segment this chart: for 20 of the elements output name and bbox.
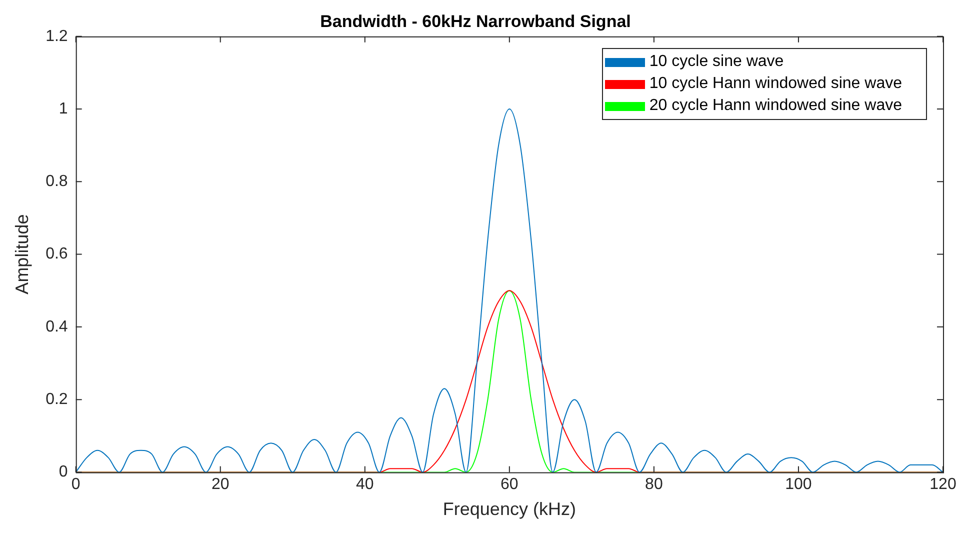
legend-label: 10 cycle sine wave <box>649 53 784 71</box>
y-tick-label: 0.2 <box>46 390 68 408</box>
chart-title: Bandwidth - 60kHz Narrowband Signal <box>320 12 631 31</box>
y-axis-title: Amplitude <box>12 214 32 294</box>
legend-label: 10 cycle Hann windowed sine wave <box>649 75 902 93</box>
y-tick-label: 1 <box>58 100 68 118</box>
x-tick-label: 80 <box>645 476 663 494</box>
x-tick-label: 20 <box>211 476 230 494</box>
y-tick-label: 0 <box>58 464 68 481</box>
y-tick-label: 0.6 <box>46 246 68 263</box>
x-tick-label: 40 <box>356 476 374 494</box>
x-tick-label: 0 <box>71 476 80 494</box>
x-axis-title: Frequency (kHz) <box>442 499 576 520</box>
x-tick-label: 60 <box>500 476 518 494</box>
y-tick-label: 0.8 <box>46 173 68 190</box>
y-tick-label: 1.2 <box>46 28 68 45</box>
legend-label: 20 cycle Hann windowed sine wave <box>649 97 902 115</box>
x-tick-label: 100 <box>785 476 812 494</box>
y-tick-label: 0.4 <box>46 318 68 336</box>
x-tick-label: 120 <box>930 476 956 494</box>
